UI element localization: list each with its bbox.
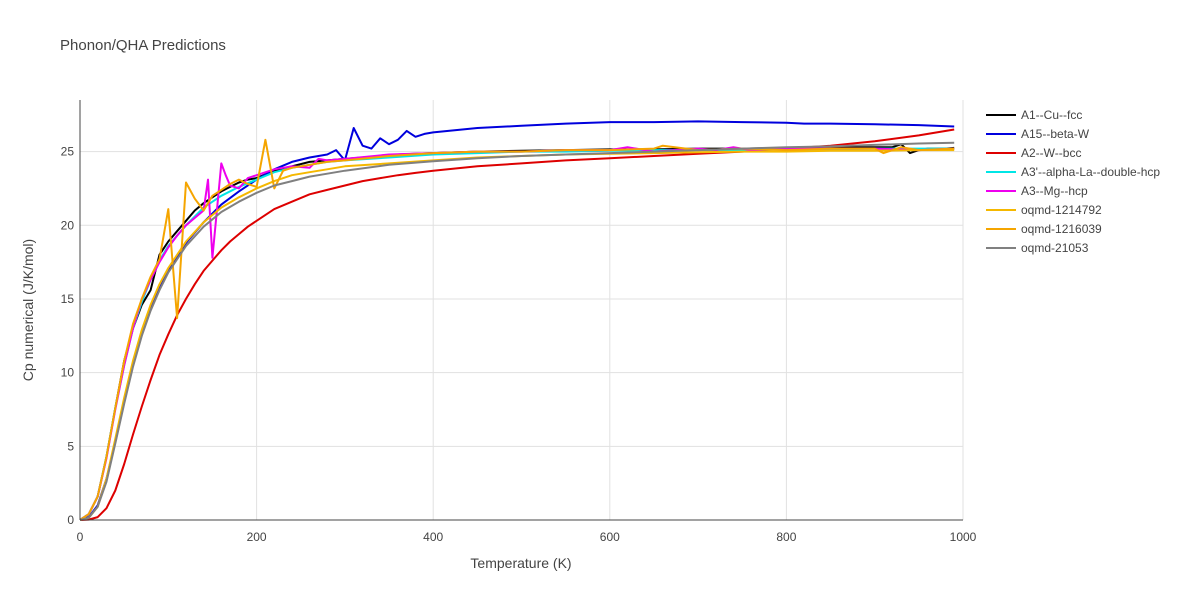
legend-entry[interactable]: oqmd-1216039 bbox=[1021, 222, 1102, 236]
chart-title: Phonon/QHA Predictions bbox=[60, 37, 226, 54]
y-tick-label: 15 bbox=[61, 292, 75, 306]
legend-entry[interactable]: A15--beta-W bbox=[1021, 127, 1090, 141]
y-tick-label: 10 bbox=[61, 366, 75, 380]
plot-area bbox=[79, 120, 955, 521]
series-line bbox=[79, 141, 955, 521]
y-tick-label: 0 bbox=[67, 513, 74, 527]
series-line bbox=[79, 138, 955, 521]
x-tick-label: 0 bbox=[77, 530, 84, 544]
x-tick-label: 800 bbox=[776, 530, 796, 544]
axes: 0 200 400 600 800 1000 0 5 10 15 20 25 bbox=[61, 100, 977, 544]
x-tick-label: 1000 bbox=[950, 530, 977, 544]
series-line bbox=[79, 128, 955, 521]
x-tick-label: 200 bbox=[247, 530, 267, 544]
series-line bbox=[79, 147, 955, 521]
y-tick-label: 20 bbox=[61, 218, 75, 232]
x-tick-label: 400 bbox=[423, 530, 443, 544]
y-axis-label: Cp numerical (J/K/mol) bbox=[20, 239, 36, 381]
x-axis-label: Temperature (K) bbox=[470, 555, 571, 571]
legend: A1--Cu--fcc A15--beta-W A2--W--bcc A3'--alp… bbox=[986, 108, 1160, 255]
series-line bbox=[79, 120, 955, 521]
y-tick-label: 25 bbox=[61, 145, 75, 159]
legend-entry[interactable]: oqmd-1214792 bbox=[1021, 203, 1102, 217]
legend-entry[interactable]: A1--Cu--fcc bbox=[1021, 108, 1082, 122]
legend-entry[interactable]: A2--W--bcc bbox=[1021, 146, 1081, 160]
y-tick-label: 5 bbox=[67, 439, 74, 453]
series-line bbox=[79, 143, 955, 521]
legend-entry[interactable]: A3'--alpha-La--double-hcp bbox=[1021, 165, 1160, 179]
x-tick-label: 600 bbox=[600, 530, 620, 544]
legend-entry[interactable]: A3--Mg--hcp bbox=[1021, 184, 1088, 198]
legend-entry[interactable]: oqmd-21053 bbox=[1021, 241, 1089, 255]
series-line bbox=[79, 149, 955, 521]
